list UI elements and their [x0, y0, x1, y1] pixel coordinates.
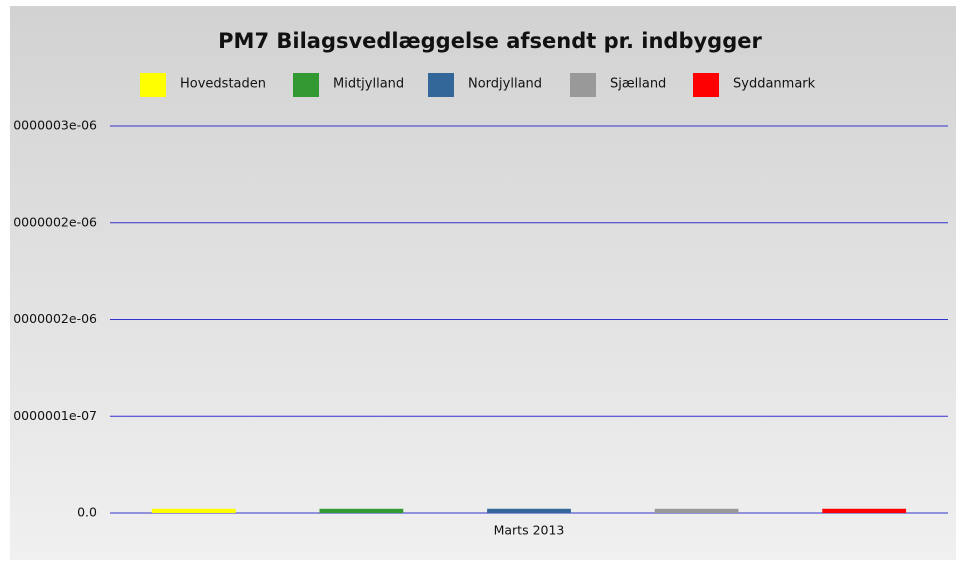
legend-label: Sjælland	[610, 77, 666, 92]
legend-label: Hovedstaden	[180, 77, 266, 92]
legend-swatch	[428, 73, 454, 97]
y-tick-label: 0000002e-06	[13, 214, 97, 229]
legend-swatch	[140, 73, 166, 97]
chart-title: PM7 Bilagsvedlæggelse afsendt pr. indbyg…	[218, 29, 762, 53]
chart-background	[10, 6, 956, 560]
y-tick-label: 0000003e-06	[13, 118, 97, 133]
x-tick-label: Marts 2013	[494, 523, 565, 538]
legend-label: Syddanmark	[733, 77, 816, 92]
bar	[654, 508, 739, 513]
legend-swatch	[293, 73, 319, 97]
legend-label: Midtjylland	[333, 77, 404, 92]
legend-label: Nordjylland	[468, 77, 542, 92]
legend-swatch	[570, 73, 596, 97]
y-tick-label: 0000002e-06	[13, 311, 97, 326]
bar	[319, 508, 404, 513]
bar	[487, 508, 571, 513]
y-tick-label: 0.0	[77, 505, 97, 520]
bar	[822, 508, 907, 513]
y-tick-label: 0000001e-07	[13, 408, 97, 423]
legend-swatch	[693, 73, 719, 97]
plot-area: Hovedstaden Midtjylland Nordjylland Sjællan…	[13, 73, 948, 538]
bar	[151, 508, 236, 513]
